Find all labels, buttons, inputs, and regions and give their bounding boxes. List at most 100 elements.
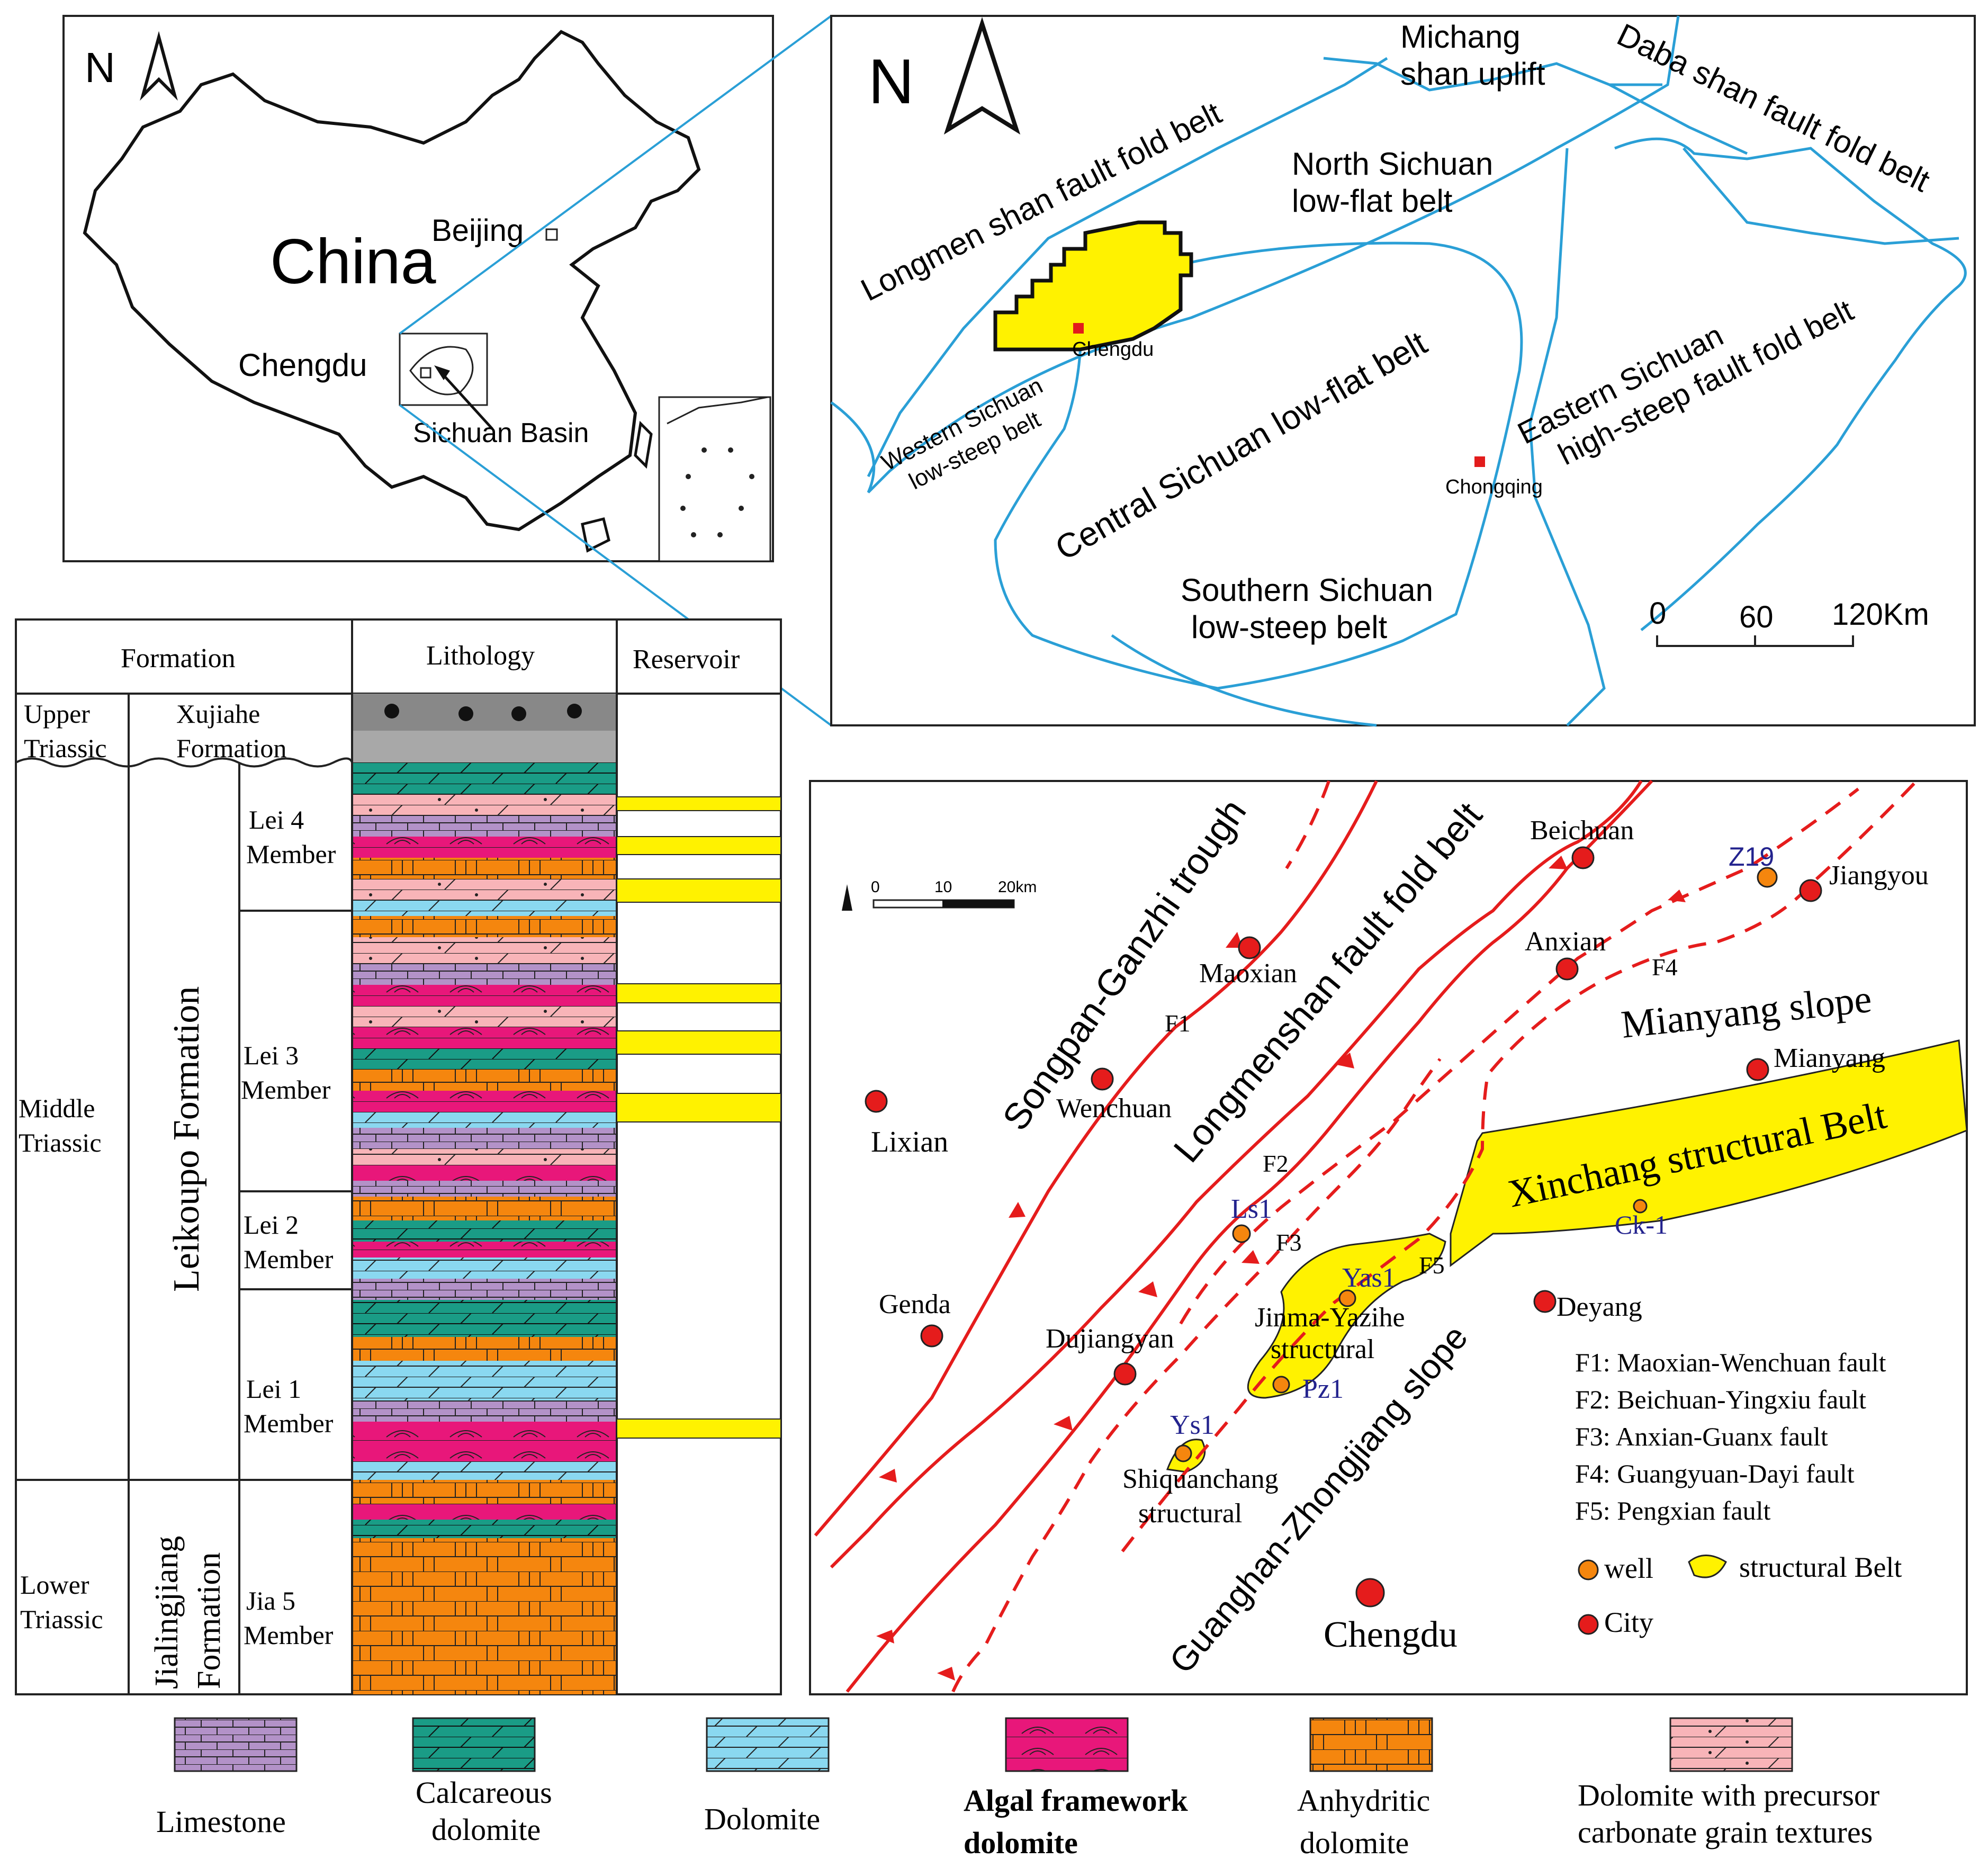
fault-map-frame [809,780,1968,1695]
upper-triassic-label: Upper Triassic [24,699,107,763]
svg-text:F1: F1 [1165,1010,1191,1037]
svg-text:20km: 20km [998,878,1037,896]
header-lithology: Lithology [426,641,535,671]
legend-algal-framework-dolomite: Algal framework dolomite [964,1717,1188,1860]
svg-text:Anxian: Anxian [1525,927,1606,957]
svg-text:Chengdu: Chengdu [1324,1614,1458,1655]
well-yas1: Yas1 [1338,1263,1396,1307]
svg-text:0: 0 [871,878,880,896]
svg-text:Dujiangyan: Dujiangyan [1046,1324,1174,1354]
chengdu-label: Chengdu [238,347,367,383]
reservoir-bar [616,1093,781,1122]
well-z19: Z19 [1729,842,1778,888]
city-beichuan: Beichuan [1530,815,1634,869]
legend-dolomite: Dolomite [704,1717,830,1836]
svg-text:Genda: Genda [879,1289,951,1319]
hainan-island [581,517,610,553]
member-lei2: Lei 2 Member [244,1210,334,1274]
header-reservoir: Reservoir [633,644,740,675]
reservoir-bar [616,878,781,903]
fault-south [951,1058,1442,1693]
siltstone-band [353,731,616,762]
reservoir-bar [616,1030,781,1055]
legend-anhydritic-dolomite: Anhydritic dolomite [1297,1717,1433,1860]
city-deyang: Deyang [1533,1290,1642,1322]
lithology-bands [353,694,616,1694]
well-pz1: Pz1 [1272,1374,1344,1404]
svg-text:Deyang: Deyang [1557,1292,1642,1322]
reservoir-bar [616,836,781,855]
svg-text:structural Belt: structural Belt [1739,1551,1902,1583]
svg-text:Pz1: Pz1 [1302,1374,1344,1404]
reservoir-bar [616,796,781,811]
well-ls1: Ls1 [1231,1194,1272,1243]
sichuan-basin-outline [409,346,474,396]
svg-text:F2: F2 [1263,1150,1289,1177]
legend-well-icon [1578,1559,1599,1580]
fault-map-scale-bar: 0 10 20km [842,878,1037,911]
middle-triassic-label: Middle Triassic [19,1093,102,1157]
legend-limestone: Limestone [156,1717,298,1839]
wells: Z19 Ls1 Yas1 Ck-1 Pz1 Ys1 [1170,842,1778,1462]
fault-legend: F1: Maoxian-Wenchuan fault F2: Beichuan-… [1575,1348,1886,1525]
svg-text:F5: F5 [1419,1252,1445,1279]
svg-text:Ls1: Ls1 [1231,1194,1272,1224]
svg-text:City: City [1604,1606,1653,1638]
china-map-panel: N China Beijing Chengdu Sichuan Basin [62,15,774,562]
reservoir-bars [616,796,781,1439]
svg-text:0: 0 [1649,596,1666,631]
fault-teeth [876,856,1686,1681]
well-ys1: Ys1 [1170,1410,1215,1462]
svg-text:Beichuan: Beichuan [1530,815,1634,846]
city-genda: Genda [879,1289,951,1348]
chongqing-marker-red [1474,456,1485,467]
shiquanchang-label: Shiquanchang structural [1122,1464,1285,1529]
reservoir-bar [616,1418,781,1439]
svg-text:well: well [1604,1552,1653,1584]
member-labels: Lei 4 Member Lei 3 Member Lei 2 Member Lei … [241,805,336,1650]
city-wenchuan: Wenchuan [1056,1067,1172,1124]
sichuan-north-label: N [868,46,914,117]
chengdu-marker [420,367,431,379]
svg-text:Z19: Z19 [1729,842,1774,872]
sichuan-north-arrow-icon [943,17,1021,135]
fault-map-panel: Beichuan Jiangyou Maoxian Anxian Mianyan… [809,779,1968,1695]
jinma-label: Jinma-Yazihe structural [1255,1303,1412,1364]
city-chengdu: Chengdu [1324,1578,1458,1655]
tectonic-boundaries [830,15,1967,727]
stratigraphic-column: Formation Lithology Reservoir Upper Tria… [15,618,782,1695]
svg-text:120Km: 120Km [1832,597,1929,632]
cities: Beichuan Jiangyou Maoxian Anxian Mianyan… [865,815,1929,1655]
member-lei4: Lei 4 Member [246,805,336,869]
xujiahe-label: Xujiahe Formation [176,699,286,763]
fault-f4 [1285,780,1330,869]
beijing-marker [545,228,558,241]
jialingjiang-label: Jialingjiang Formation [149,1528,227,1689]
lithology-legend: Limestone Calcareous dolomite Dolomite Al… [156,1717,1879,1860]
city-mianyang: Mianyang [1746,1043,1885,1081]
svg-text:60: 60 [1739,600,1774,634]
svg-text:F5: Pengxian fault: F5: Pengxian fault [1575,1496,1771,1525]
unconformity-line [15,757,353,768]
city-anxian: Anxian [1525,927,1606,981]
chengdu-small-label: Chengdu [1072,338,1154,361]
china-north-label: N [85,44,115,91]
svg-text:Yas1: Yas1 [1342,1263,1396,1293]
taiwan-island [634,420,653,469]
svg-text:F3: F3 [1276,1229,1302,1256]
symbol-legend: well structural Belt City [1578,1551,1902,1638]
svg-text:Mianyang: Mianyang [1774,1043,1885,1073]
xinchang-belt-polygon [1450,1039,1968,1267]
svg-text:Jiangyou: Jiangyou [1829,860,1929,891]
svg-text:Ck-1: Ck-1 [1615,1210,1668,1240]
faults [814,779,1918,1693]
svg-text:Wenchuan: Wenchuan [1056,1093,1172,1124]
city-jiangyou: Jiangyou [1799,860,1929,902]
michang-label: Michang shan uplift [1400,19,1545,92]
sichuan-map-frame [830,15,1976,726]
